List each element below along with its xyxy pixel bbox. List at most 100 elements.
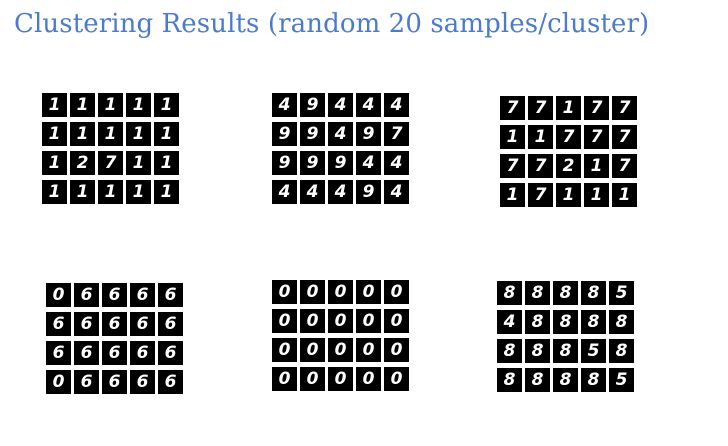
digit-sample-image: 6: [130, 283, 155, 307]
digit-sample-image: 5: [581, 339, 606, 363]
digit-sample-image: 0: [272, 367, 297, 391]
digit-sample-image: 6: [46, 312, 71, 336]
digit-sample-image: 7: [584, 125, 609, 149]
digit-sample-image: 9: [300, 122, 325, 146]
digit-sample-image: 1: [126, 93, 151, 117]
digit-sample-image: 7: [500, 154, 525, 178]
digit-sample-image: 7: [612, 154, 637, 178]
digit-sample-image: 6: [74, 312, 99, 336]
digit-sample-image: 9: [300, 93, 325, 117]
digit-sample-image: 6: [46, 341, 71, 365]
digit-sample-image: 6: [158, 312, 183, 336]
digit-sample-image: 8: [525, 310, 550, 334]
digit-sample-image: 2: [556, 154, 581, 178]
digit-sample-image: 8: [553, 310, 578, 334]
digit-sample-image: 0: [356, 338, 381, 362]
digit-sample-image: 8: [553, 368, 578, 392]
digit-sample-image: 1: [154, 151, 179, 175]
digit-sample-image: 7: [612, 96, 637, 120]
digit-sample-image: 0: [272, 280, 297, 304]
digit-sample-image: 1: [584, 154, 609, 178]
digit-sample-image: 1: [612, 183, 637, 207]
digit-sample-image: 8: [553, 339, 578, 363]
digit-sample-image: 6: [158, 283, 183, 307]
digit-sample-image: 8: [525, 339, 550, 363]
digit-sample-image: 1: [126, 180, 151, 204]
digit-sample-image: 5: [609, 281, 634, 305]
digit-sample-image: 4: [328, 122, 353, 146]
digit-sample-image: 7: [384, 122, 409, 146]
digit-sample-image: 1: [98, 122, 123, 146]
digit-sample-image: 8: [609, 339, 634, 363]
digit-sample-image: 1: [70, 180, 95, 204]
digit-sample-image: 4: [272, 180, 297, 204]
digit-sample-image: 1: [126, 122, 151, 146]
digit-sample-image: 7: [584, 96, 609, 120]
digit-sample-image: 6: [102, 283, 127, 307]
digit-sample-image: 0: [384, 338, 409, 362]
digit-sample-image: 4: [300, 180, 325, 204]
digit-sample-image: 8: [497, 368, 522, 392]
digit-sample-image: 8: [609, 310, 634, 334]
digit-sample-image: 7: [612, 125, 637, 149]
digit-sample-image: 6: [74, 370, 99, 394]
digit-sample-image: 8: [581, 310, 606, 334]
digit-sample-image: 7: [98, 151, 123, 175]
digit-sample-image: 9: [356, 180, 381, 204]
digit-sample-image: 8: [497, 281, 522, 305]
digit-sample-image: 0: [328, 367, 353, 391]
digit-sample-image: 6: [74, 283, 99, 307]
digit-sample-image: 1: [154, 122, 179, 146]
digit-sample-image: 1: [42, 122, 67, 146]
digit-sample-image: 1: [42, 180, 67, 204]
digit-sample-image: 8: [525, 281, 550, 305]
digit-sample-image: 0: [300, 367, 325, 391]
digit-sample-image: 0: [328, 309, 353, 333]
digit-sample-image: 1: [556, 96, 581, 120]
digit-sample-image: 0: [328, 338, 353, 362]
digit-sample-image: 0: [356, 367, 381, 391]
digit-sample-image: 1: [154, 180, 179, 204]
digit-sample-image: 1: [98, 93, 123, 117]
digit-sample-image: 4: [328, 180, 353, 204]
digit-sample-image: 0: [300, 280, 325, 304]
digit-sample-image: 6: [158, 370, 183, 394]
digit-sample-image: 0: [46, 370, 71, 394]
digit-sample-image: 7: [528, 96, 553, 120]
digit-sample-image: 6: [102, 312, 127, 336]
digit-sample-image: 4: [328, 93, 353, 117]
digit-sample-image: 9: [272, 151, 297, 175]
digit-sample-image: 0: [46, 283, 71, 307]
digit-sample-image: 2: [70, 151, 95, 175]
digit-sample-image: 6: [130, 370, 155, 394]
digit-sample-image: 1: [42, 151, 67, 175]
digit-sample-image: 4: [384, 93, 409, 117]
digit-sample-image: 7: [556, 125, 581, 149]
digit-sample-image: 9: [356, 122, 381, 146]
digit-sample-image: 7: [500, 96, 525, 120]
digit-sample-image: 6: [102, 341, 127, 365]
digit-sample-image: 0: [384, 367, 409, 391]
digit-sample-image: 1: [98, 180, 123, 204]
digit-sample-image: 4: [384, 151, 409, 175]
digit-sample-image: 8: [497, 339, 522, 363]
digit-sample-image: 7: [528, 183, 553, 207]
digit-sample-image: 0: [272, 309, 297, 333]
